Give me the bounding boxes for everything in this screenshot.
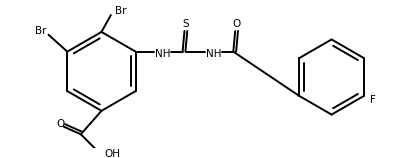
Text: NH: NH xyxy=(155,49,170,59)
Text: F: F xyxy=(370,94,376,105)
Text: OH: OH xyxy=(104,149,120,158)
Text: O: O xyxy=(56,119,64,129)
Text: Br: Br xyxy=(114,6,126,16)
Text: Br: Br xyxy=(35,26,47,36)
Text: NH: NH xyxy=(206,49,221,59)
Text: S: S xyxy=(182,19,189,29)
Text: O: O xyxy=(232,19,240,29)
